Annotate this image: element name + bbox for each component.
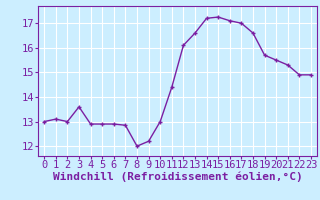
X-axis label: Windchill (Refroidissement éolien,°C): Windchill (Refroidissement éolien,°C): [53, 172, 302, 182]
